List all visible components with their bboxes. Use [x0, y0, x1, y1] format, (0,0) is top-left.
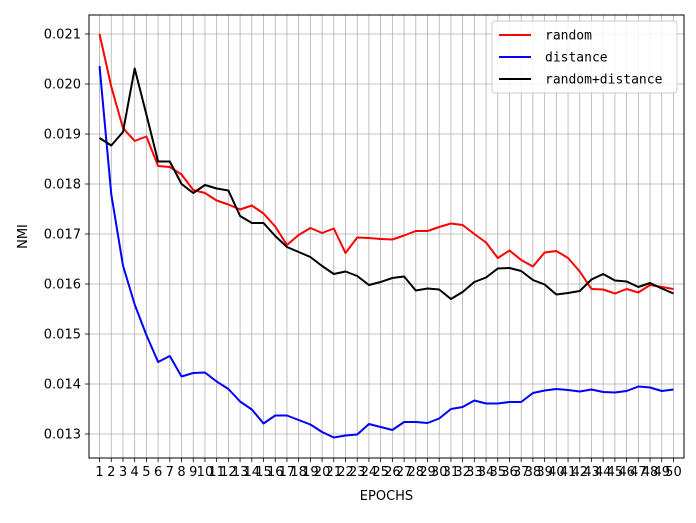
- x-tick-label: 26: [384, 465, 401, 480]
- x-tick-label: 47: [630, 465, 647, 480]
- legend-label-random: random: [545, 29, 592, 44]
- x-tick-label: 40: [548, 465, 565, 480]
- legend-label-random-distance: random+distance: [545, 73, 663, 88]
- x-tick-label: 21: [326, 465, 343, 480]
- x-tick-label: 36: [501, 465, 518, 480]
- x-tick-label: 14: [244, 465, 261, 480]
- x-tick-label: 20: [314, 465, 331, 480]
- x-tick-label: 9: [189, 465, 197, 480]
- plot-frame: [88, 14, 685, 459]
- x-tick-label: 25: [372, 465, 389, 480]
- x-tick-label: 41: [560, 465, 577, 480]
- x-tick-label: 33: [466, 465, 483, 480]
- series-lines: [98, 33, 674, 439]
- x-tick-label: 22: [337, 465, 354, 480]
- legend-label-distance: distance: [545, 51, 608, 66]
- legend: random distance random+distance: [491, 20, 678, 94]
- y-tick-label: 0.016: [44, 278, 81, 293]
- x-tick-label: 50: [665, 465, 682, 480]
- legend-box: [491, 20, 678, 94]
- x-axis-ticks: 1 2 3 4 5 6 7 8 9 1011121314151617181920212223242…: [95, 458, 682, 480]
- x-tick-label: 5: [142, 465, 150, 480]
- x-tick-label: 1: [95, 465, 103, 480]
- y-axis-title: NMI: [16, 224, 31, 249]
- series-line-random-distance: [99, 67, 674, 300]
- x-tick-label: 28: [408, 465, 425, 480]
- x-tick-label: 42: [571, 465, 588, 480]
- x-tick-label: 30: [431, 465, 448, 480]
- x-tick-label: 15: [255, 465, 272, 480]
- y-axis-ticks: 0.013 0.014 0.015 0.016 0.017 0.018 0.019 0.020…: [44, 28, 89, 443]
- x-tick-label: 17: [279, 465, 296, 480]
- x-tick-label: 3: [119, 465, 127, 480]
- x-tick-label: 6: [154, 465, 162, 480]
- x-tick-label: 13: [232, 465, 249, 480]
- x-tick-label: 23: [349, 465, 366, 480]
- x-tick-label: 7: [166, 465, 174, 480]
- x-tick-label: 38: [525, 465, 542, 480]
- x-tick-label: 29: [419, 465, 436, 480]
- grid-lines: [89, 15, 684, 458]
- x-tick-label: 45: [607, 465, 624, 480]
- x-tick-label: 31: [443, 465, 460, 480]
- x-tick-label: 37: [513, 465, 530, 480]
- x-tick-label: 43: [583, 465, 600, 480]
- x-tick-label: 34: [478, 465, 495, 480]
- y-tick-label: 0.021: [44, 28, 81, 43]
- x-tick-label: 49: [653, 465, 670, 480]
- x-tick-label: 35: [489, 465, 506, 480]
- x-axis-title: EPOCHS: [360, 489, 413, 504]
- y-tick-label: 0.017: [44, 228, 81, 243]
- x-tick-label: 48: [642, 465, 659, 480]
- x-tick-label: 24: [361, 465, 378, 480]
- y-tick-label: 0.019: [44, 128, 81, 143]
- x-tick-label: 16: [267, 465, 284, 480]
- x-tick-label: 46: [618, 465, 635, 480]
- x-tick-label: 2: [107, 465, 115, 480]
- x-tick-label: 10: [197, 465, 214, 480]
- x-tick-label: 39: [536, 465, 553, 480]
- x-tick-label: 11: [208, 465, 225, 480]
- x-tick-label: 18: [290, 465, 307, 480]
- x-tick-label: 44: [595, 465, 612, 480]
- y-tick-label: 0.015: [44, 328, 81, 343]
- y-tick-label: 0.018: [44, 178, 81, 193]
- x-tick-label: 12: [220, 465, 237, 480]
- y-tick-label: 0.020: [44, 78, 81, 93]
- y-tick-label: 0.014: [44, 378, 81, 393]
- x-tick-label: 32: [454, 465, 471, 480]
- y-tick-label: 0.013: [44, 428, 81, 443]
- x-tick-label: 8: [177, 465, 185, 480]
- x-tick-label: 27: [396, 465, 413, 480]
- x-tick-label: 19: [302, 465, 319, 480]
- series-line-distance: [98, 65, 674, 439]
- x-tick-label: 4: [131, 465, 139, 480]
